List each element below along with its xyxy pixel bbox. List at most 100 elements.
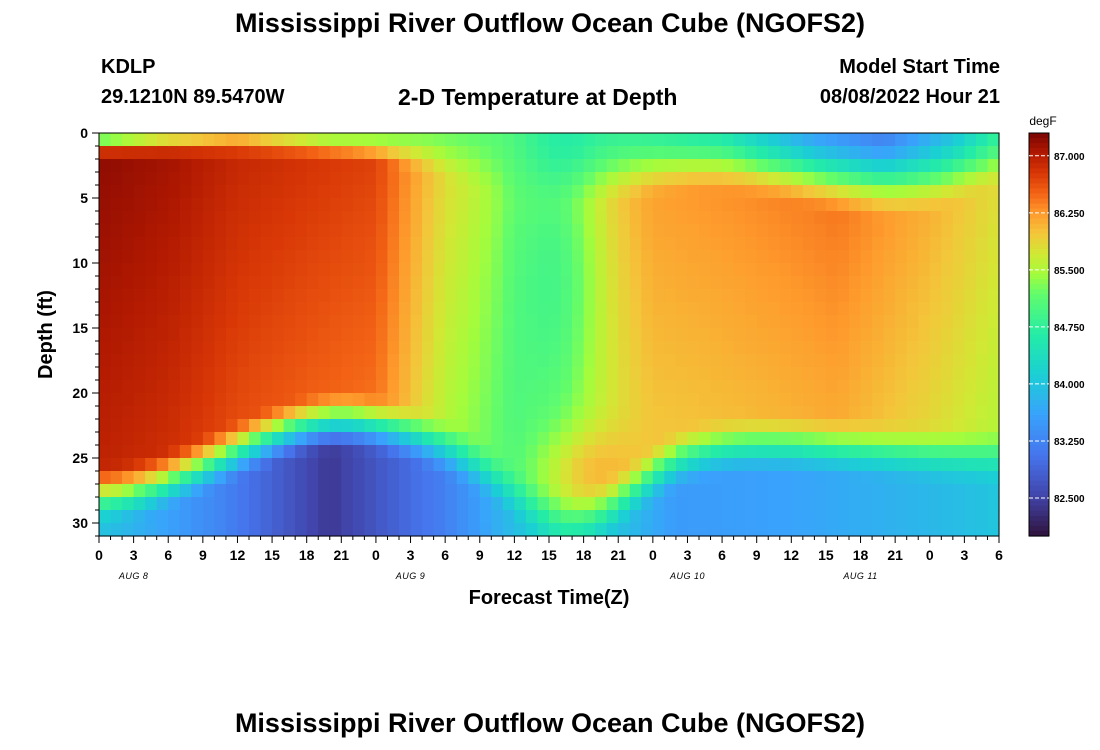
heatmap-cell [295, 419, 308, 433]
heatmap-cell [237, 198, 250, 212]
heatmap-cell [168, 328, 181, 342]
heatmap-cell [918, 510, 931, 524]
heatmap-cell [802, 237, 815, 251]
heatmap-cell [295, 471, 308, 485]
heatmap-cell [491, 224, 504, 238]
heatmap-cell [145, 380, 158, 394]
heatmap-cell [929, 445, 942, 459]
heatmap-cell [168, 510, 181, 524]
heatmap-cell [225, 523, 239, 537]
heatmap-cell [249, 471, 262, 485]
heatmap-cell [872, 458, 885, 472]
heatmap-cell [629, 289, 642, 303]
heatmap-cell [952, 523, 965, 537]
heatmap-cell [479, 198, 492, 212]
heatmap-cell [964, 341, 977, 355]
heatmap-cell [964, 484, 977, 498]
heatmap-cell [618, 146, 631, 160]
heatmap-cell [837, 250, 850, 264]
heatmap-cell [929, 419, 942, 433]
heatmap-cell [952, 341, 965, 355]
heatmap-cell [445, 315, 458, 329]
x-tick-label: 3 [130, 547, 138, 563]
heatmap-cell [145, 237, 158, 251]
heatmap-cell [202, 302, 215, 316]
heatmap-cell [975, 510, 989, 524]
heatmap-cell [941, 133, 954, 147]
heatmap-cell [179, 523, 192, 537]
heatmap-cell [122, 250, 135, 264]
heatmap-cell [860, 198, 873, 212]
heatmap-cell [133, 380, 146, 394]
heatmap-cell [537, 289, 550, 303]
heatmap-cell [456, 198, 469, 212]
heatmap-cell [652, 380, 665, 394]
heatmap-cell [745, 237, 758, 251]
heatmap-cell [468, 237, 481, 251]
heatmap-cell [249, 224, 262, 238]
heatmap-cell [249, 146, 262, 160]
heatmap-cell [260, 185, 273, 199]
heatmap-cell [687, 510, 700, 524]
heatmap-cell [583, 510, 596, 524]
heatmap-cell [110, 315, 123, 329]
colorbar-band [1029, 143, 1049, 149]
heatmap-cell [722, 289, 735, 303]
heatmap-cell [387, 185, 400, 199]
colorbar-band [1029, 405, 1049, 411]
heatmap-cell [987, 211, 1000, 225]
heatmap-cell [387, 380, 400, 394]
heatmap-cell [468, 445, 481, 459]
heatmap-cell [722, 380, 735, 394]
colorbar-band [1029, 314, 1049, 320]
heatmap-cell [606, 198, 619, 212]
x-axis-label: Forecast Time(Z) [469, 587, 630, 609]
heatmap-cell [814, 211, 827, 225]
heatmap-cell [364, 237, 377, 251]
colorbar-tick-label: 85.500 [1054, 266, 1085, 277]
heatmap-cell [249, 419, 262, 433]
heatmap-cell [99, 406, 112, 420]
heatmap-cell [872, 497, 885, 511]
heatmap-cell [260, 172, 273, 186]
heatmap-cell [918, 354, 931, 368]
heatmap-cell [964, 328, 977, 342]
heatmap-cell [560, 510, 573, 524]
heatmap-cell [525, 328, 539, 342]
heatmap-cell [364, 393, 377, 407]
heatmap-cell [110, 445, 123, 459]
heatmap-cell [756, 380, 769, 394]
heatmap-cell [791, 250, 804, 264]
heatmap-cell [952, 276, 965, 290]
heatmap-cell [329, 146, 342, 160]
heatmap-cell [549, 328, 562, 342]
heatmap-cell [629, 237, 642, 251]
heatmap-cell [618, 159, 631, 173]
heatmap-cell [975, 354, 989, 368]
heatmap-cell [768, 484, 781, 498]
heatmap-cell [802, 432, 815, 446]
heatmap-cell [618, 380, 631, 394]
colorbar-band [1029, 243, 1049, 250]
heatmap-cell [756, 471, 769, 485]
heatmap-cell [410, 393, 423, 407]
heatmap-cell [468, 484, 481, 498]
heatmap-cell [387, 237, 400, 251]
heatmap-cell [641, 224, 654, 238]
heatmap-cell [364, 406, 377, 420]
heatmap-cell [502, 445, 515, 459]
heatmap-cell [514, 484, 527, 498]
heatmap-cell [595, 276, 608, 290]
heatmap-cell [237, 289, 250, 303]
heatmap-cell [699, 159, 712, 173]
heatmap-cell [306, 341, 319, 355]
heatmap-cell [687, 406, 700, 420]
heatmap-cell [641, 172, 654, 186]
heatmap-cell [560, 380, 573, 394]
colorbar-band [1029, 339, 1049, 346]
heatmap-cell [929, 250, 942, 264]
heatmap-cell [952, 380, 965, 394]
colorbar-band [1029, 455, 1049, 462]
heatmap-cell [664, 263, 677, 277]
heatmap-cell [456, 367, 469, 381]
